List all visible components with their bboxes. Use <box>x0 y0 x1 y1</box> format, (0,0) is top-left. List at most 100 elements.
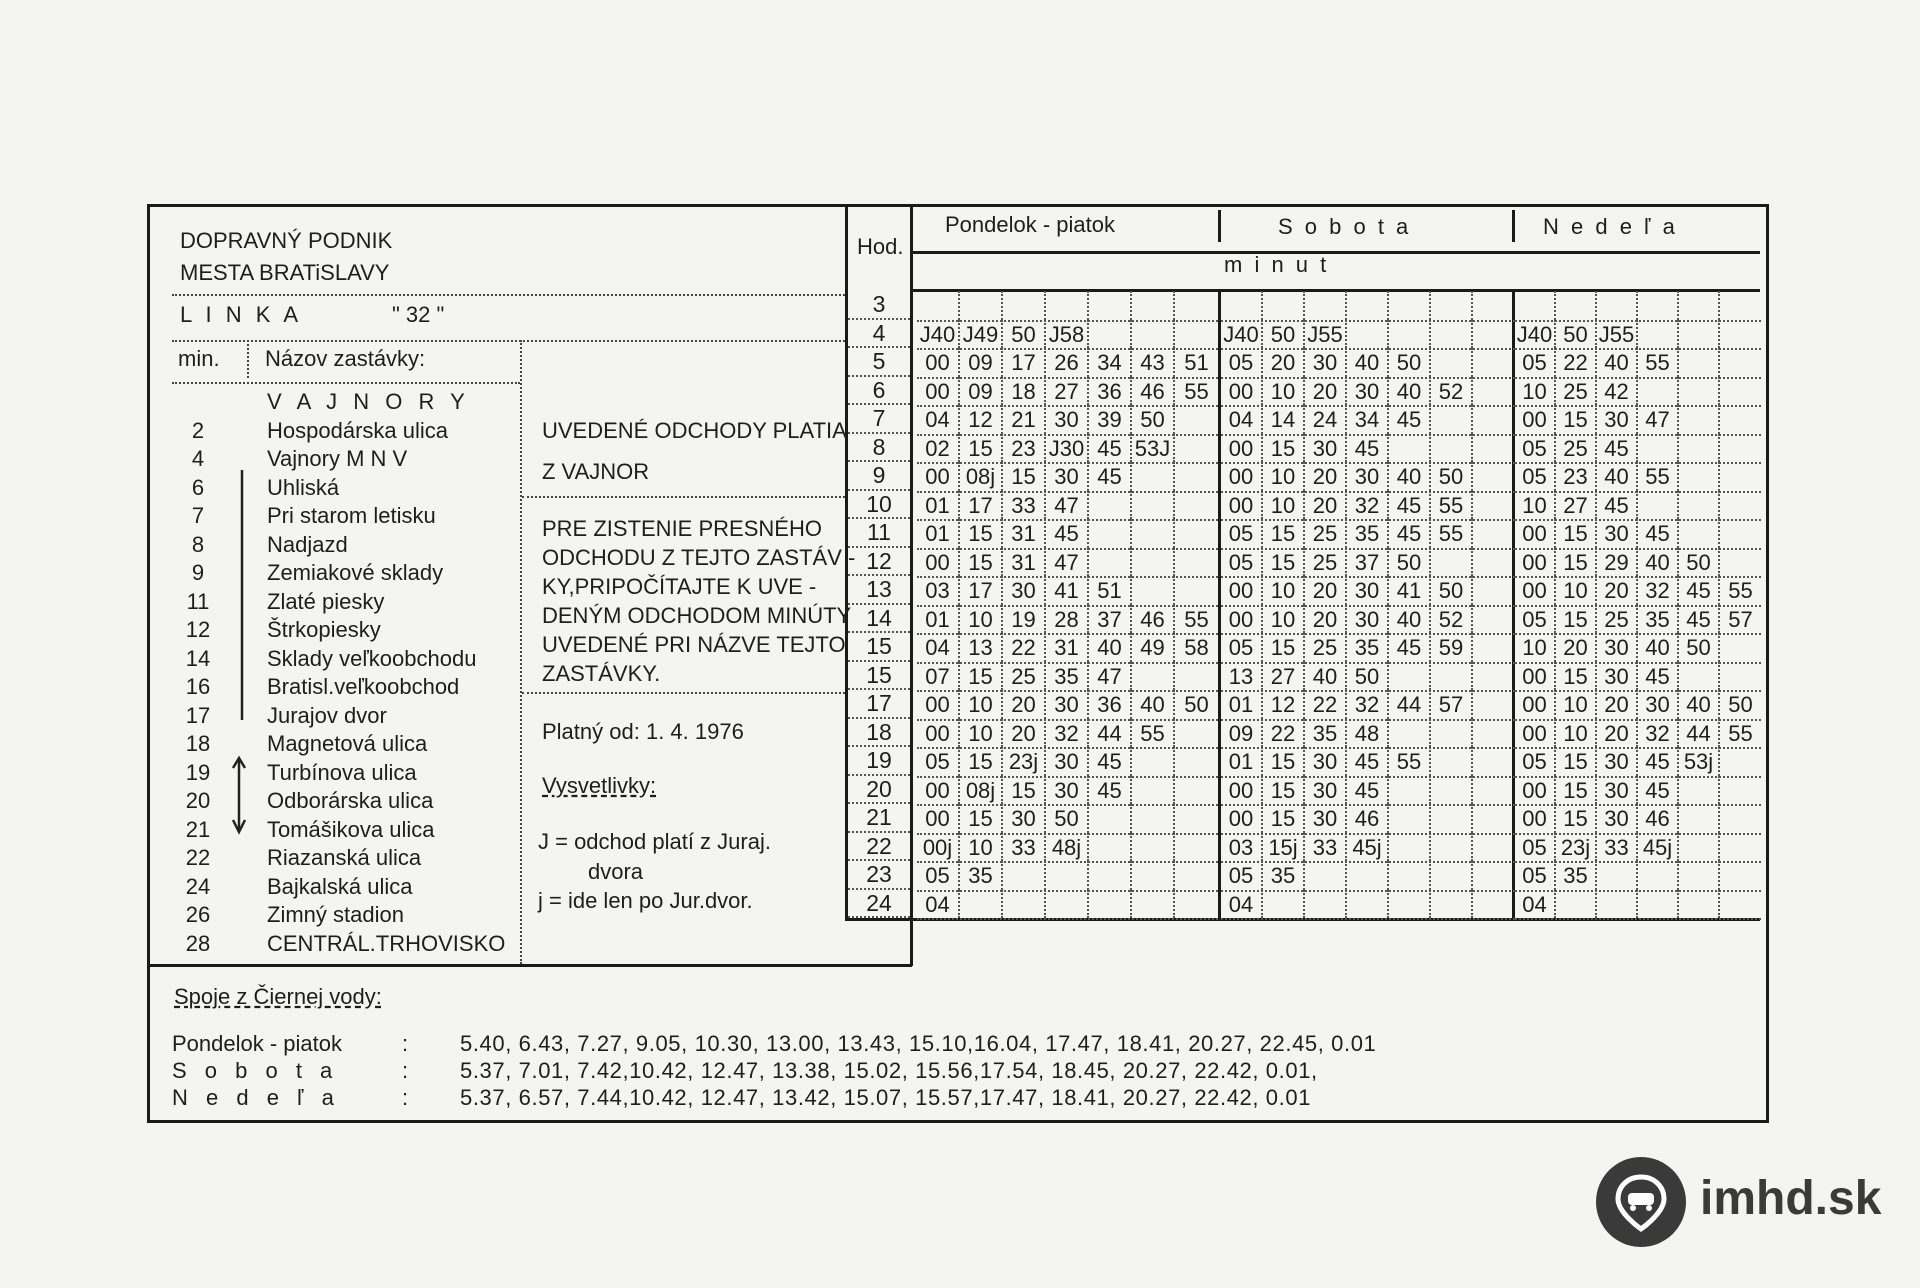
minute-cell <box>960 291 1003 320</box>
minute-cell <box>1515 291 1556 320</box>
row-divider <box>848 434 910 462</box>
minutes-row: 00 09 18 27 36 46 55 <box>917 376 1218 407</box>
minute-cell: 04 <box>917 405 960 434</box>
minute-cell <box>1089 291 1132 320</box>
minute-cell <box>1389 319 1431 348</box>
minute-cell: 05 <box>1515 348 1556 377</box>
stop-row: 14 Sklady veľkoobchodu <box>0 645 520 674</box>
minute-cell: 00 <box>917 462 960 491</box>
minute-cell: 00 <box>917 348 960 377</box>
instruction-line: DENÝM ODCHODOM MINÚTY <box>542 603 852 628</box>
minute-cell <box>1221 291 1263 320</box>
minute-cell: 30 <box>1347 376 1389 405</box>
stop-name: Odborárska ulica <box>267 788 434 813</box>
minute-cell: 59 <box>1431 633 1473 662</box>
minutes-row: 00 15 31 47 <box>917 547 1218 578</box>
stop-minutes: 16 <box>185 674 211 699</box>
row-divider <box>848 890 910 918</box>
minute-cell <box>1473 405 1515 434</box>
minute-cell: 00 <box>1515 775 1556 804</box>
minute-cell <box>1175 719 1218 748</box>
minute-cell: 45 <box>1089 747 1132 776</box>
minute-cell <box>1720 348 1761 377</box>
minute-cell: 31 <box>1046 633 1089 662</box>
minute-cell <box>1720 519 1761 548</box>
minutes-row: 02 15 23 J30 45 53J <box>917 433 1218 464</box>
hour-cell: 15 <box>866 633 892 659</box>
minute-cell <box>1473 633 1515 662</box>
minute-cell: 17 <box>960 576 1003 605</box>
minute-cell: 08j <box>960 775 1003 804</box>
cierna-voda-label: S o b o t a <box>172 1058 339 1083</box>
hour-cell: 11 <box>867 519 891 545</box>
minute-cell: 30 <box>1046 747 1089 776</box>
minutes-row: 09 22 35 48 <box>1221 718 1515 749</box>
stop-minutes: 12 <box>185 617 211 642</box>
minutes-row <box>1221 291 1515 322</box>
minute-cell: 32 <box>1046 718 1089 747</box>
minute-cell: 50 <box>1431 576 1473 605</box>
minute-cell <box>1089 547 1132 576</box>
minute-cell: 41 <box>1389 576 1431 605</box>
stop-minutes: 17 <box>185 702 211 728</box>
minute-cell <box>1175 434 1218 463</box>
legend-J-cont: dvora <box>588 859 644 884</box>
stop-name: Hospodárska ulica <box>267 417 448 443</box>
minute-cell: 20 <box>1305 462 1347 491</box>
divider <box>522 692 845 694</box>
minute-cell: 45 <box>1679 604 1720 633</box>
minute-cell: 13 <box>960 633 1003 662</box>
row-divider <box>848 690 910 719</box>
stop-row: 16 Bratisl.veľkoobchod <box>0 673 520 702</box>
hour-header: Hod. <box>857 234 904 259</box>
minute-cell: 45 <box>1347 747 1389 776</box>
minute-cell <box>1389 889 1431 918</box>
minutes-row: 01 10 19 28 37 46 55 <box>917 604 1218 635</box>
minute-cell: 27 <box>1556 490 1597 519</box>
minute-cell: 30 <box>1347 576 1389 605</box>
minute-cell: 20 <box>1597 576 1638 605</box>
minute-cell: 09 <box>960 376 1003 405</box>
minute-cell <box>1473 605 1515 634</box>
minute-cell <box>1473 519 1515 548</box>
minute-cell: 00j <box>917 832 960 861</box>
minute-cell <box>1473 776 1515 805</box>
minute-cell: 40 <box>1389 462 1431 491</box>
minute-cell <box>1046 889 1089 918</box>
minute-cell <box>1431 747 1473 776</box>
minutes-row: 05 23j 33 45j <box>1515 832 1761 863</box>
minute-cell: 35 <box>1556 861 1597 890</box>
row-divider <box>848 804 910 833</box>
minute-cell: 45 <box>1389 633 1431 662</box>
row-divider <box>848 719 910 747</box>
stop-row: 8 Nadjazd <box>0 531 520 560</box>
stop-name: Zemiakové sklady <box>267 560 444 585</box>
divider <box>913 289 1760 292</box>
minute-cell: 30 <box>1003 576 1046 605</box>
divider <box>172 382 520 384</box>
minute-cell: 05 <box>1515 861 1556 890</box>
valid-note: UVEDENÉ ODCHODY PLATIA <box>542 418 847 443</box>
minute-cell: 28 <box>1046 604 1089 633</box>
minute-cell: 58 <box>1184 635 1209 660</box>
minute-cell: 05 <box>1515 747 1556 776</box>
minute-cell <box>1305 889 1347 918</box>
minute-cell <box>1132 519 1175 548</box>
minute-cell <box>1003 889 1046 918</box>
minute-cell: 46 <box>1132 376 1175 405</box>
minute-cell: 15 <box>1263 547 1305 576</box>
minute-cell <box>960 889 1003 918</box>
minute-cell: J40 <box>917 319 960 348</box>
minute-cell: 33 <box>1003 490 1046 519</box>
legend-title: Vysvetlivky: <box>542 773 657 798</box>
minute-cell: 30 <box>1597 661 1638 690</box>
legend-J: J = odchod platí z Juraj. <box>538 829 771 854</box>
stop-name: Magnetová ulica <box>267 731 428 756</box>
row-divider <box>848 776 910 804</box>
column-sunday: N e d e ľ a <box>1543 214 1678 239</box>
minute-cell <box>1679 832 1720 861</box>
minutes-row: 00 10 20 32 45 55 <box>1515 576 1761 607</box>
minute-cell: 00 <box>1221 804 1263 833</box>
company-city: MESTA BRATiSLAVY <box>180 260 390 285</box>
imhd-logo-icon <box>1596 1157 1686 1247</box>
